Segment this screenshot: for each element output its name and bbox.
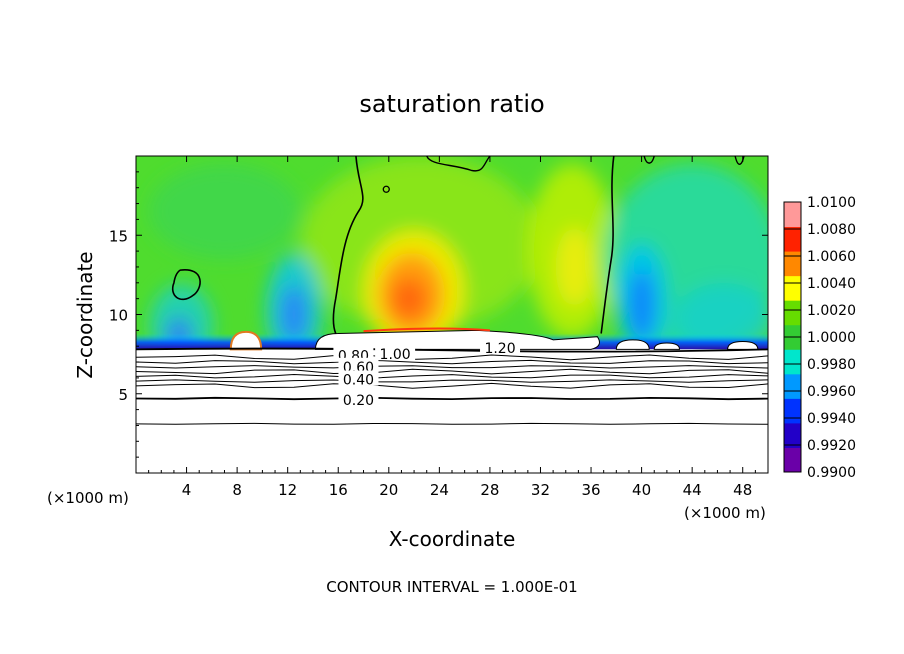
field-anomalies: [148, 156, 768, 367]
contour-label: 1.20: [480, 338, 521, 357]
colorbar-tick-label: 0.9940: [807, 411, 856, 427]
contour-labels: 1.201.000.800.600.400.20: [333, 338, 521, 409]
cloud-puff: [229, 330, 263, 351]
colorbar-tick-label: 1.0000: [807, 330, 856, 346]
x-tick-label: 36: [581, 481, 600, 499]
contour-line: [171, 269, 201, 301]
contour-line: [382, 185, 390, 193]
x-tick-label: 20: [379, 481, 398, 499]
contour-line: [135, 354, 769, 361]
cloud-puff: [727, 340, 759, 350]
x-tick-label: 16: [329, 481, 348, 499]
x-tick-label: 8: [232, 481, 242, 499]
colorbar-segment: [784, 226, 801, 252]
cloud-puff: [653, 342, 681, 350]
field-lower: [280, 285, 308, 344]
colorbar-segment: [784, 373, 801, 399]
field-high: [555, 227, 594, 307]
contour-interval-note: CONTOUR INTERVAL = 1.000E-01: [326, 578, 577, 596]
x-axis: 4 8 12 16 20 24 28 32 36 40 44 48: [148, 156, 756, 499]
contour-line: [734, 155, 745, 166]
colorbar-tick-label: 1.0100: [807, 195, 856, 211]
contour-line: [643, 155, 655, 164]
field-undersaturated: [136, 349, 768, 473]
colorbar-tick-label: 1.0080: [807, 222, 856, 238]
x-tick-label: 28: [480, 481, 499, 499]
colorbar-tick-label: 0.9920: [807, 438, 856, 454]
contour-line: [135, 396, 769, 401]
colorbar-tick-label: 0.9960: [807, 384, 856, 400]
plot-area: [136, 156, 768, 473]
colorbar-segment: [784, 275, 801, 301]
colorbar-segment: [784, 300, 801, 326]
contour-label: 1.00: [375, 345, 416, 363]
contour-line: [135, 422, 769, 425]
x-tick-label: 44: [683, 481, 702, 499]
colorbar-tick-label: 1.0060: [807, 249, 856, 265]
cloud-puff: [615, 339, 650, 350]
field-near-1: [148, 163, 301, 260]
colorbar-tick-label: 0.9900: [807, 465, 856, 481]
cloud-region: [314, 329, 600, 350]
x-tick-label: 40: [632, 481, 651, 499]
x-tick-label: 24: [430, 481, 449, 499]
contour-label: 0.20: [338, 391, 379, 409]
contour-line: [332, 155, 364, 334]
contour-line: [135, 379, 769, 383]
contour-line: [600, 155, 615, 334]
colorbar-tick-label: 1.0040: [807, 276, 856, 292]
contour-line: [135, 365, 769, 369]
contour-lines: [135, 155, 769, 425]
colorbar-segment: [784, 447, 801, 473]
contour-label: 0.40: [338, 370, 379, 388]
colorbar-tick-label: 0.9980: [807, 357, 856, 373]
contour-label-text: 1.20: [484, 341, 515, 357]
contour-label-text: 0.20: [343, 393, 374, 409]
y-axis-title: Z-coordinate: [73, 251, 97, 378]
colorbar-segment: [784, 251, 801, 277]
contour-line: [135, 359, 769, 365]
x-tick-label: 32: [531, 481, 550, 499]
contour-line: [135, 347, 769, 353]
colorbar-segment: [784, 422, 801, 448]
chart-title: saturation ratio: [359, 90, 544, 118]
x-axis-title: X-coordinate: [389, 527, 516, 551]
contour-label-text: 1.00: [380, 347, 411, 363]
contour-line: [426, 155, 491, 172]
y-tick-label: 5: [118, 386, 128, 404]
contour-line: [135, 382, 769, 389]
colorbar-segment: [784, 202, 801, 228]
field-highest: [391, 278, 427, 320]
colorbar-segment: [784, 398, 801, 424]
contour-line: [135, 368, 769, 375]
x-tick-label: 12: [278, 481, 297, 499]
x-tick-label: 4: [182, 481, 192, 499]
field-lower: [628, 270, 655, 340]
colorbar-tick-label: 1.0020: [807, 303, 856, 319]
y-tick-label: 15: [109, 227, 128, 245]
x-axis-unit: (×1000 m): [684, 504, 766, 522]
cloud-edge: [363, 327, 490, 333]
y-tick-label: 10: [109, 307, 128, 325]
contour-label-text: 0.40: [343, 372, 374, 388]
y-axis: 5 10 15: [109, 171, 768, 458]
contour-line: [135, 373, 769, 379]
y-axis-unit: (×1000 m): [47, 489, 129, 507]
colorbar: 1.0100 1.0080 1.0060 1.0040 1.0020 1.0000 0.99…: [783, 195, 856, 481]
colorbar-segment: [784, 349, 801, 375]
x-tick-label: 48: [733, 481, 752, 499]
